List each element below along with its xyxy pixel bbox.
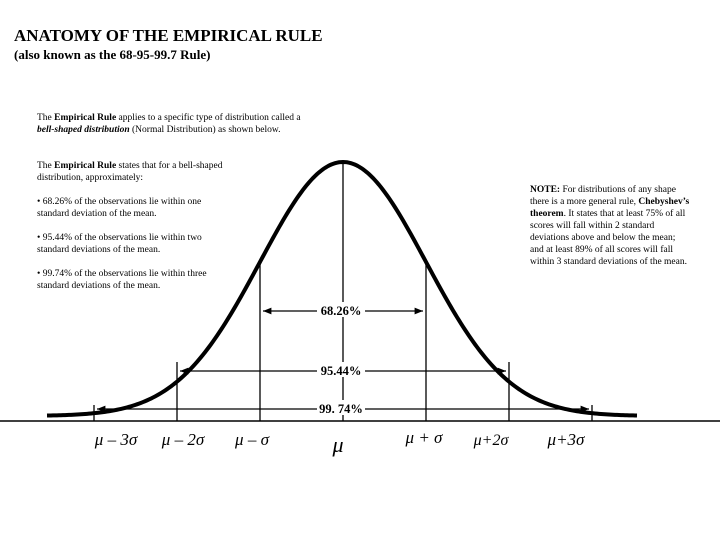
bullet-one-sd: • 68.26% of the observations lie within … <box>37 197 202 219</box>
intro-paragraph: The Empirical Rule applies to a specific… <box>37 113 301 135</box>
interval-label-bg <box>317 302 365 317</box>
axis-label-1: μ – 2σ <box>161 430 205 449</box>
rule-term: Empirical Rule <box>54 161 117 171</box>
interval-label-1sd: 68.26% <box>321 304 362 318</box>
interval-label-bg <box>317 400 365 415</box>
page-title: ANATOMY OF THE EMPIRICAL RULE <box>14 26 323 45</box>
axis-label-2: μ – σ <box>234 430 270 449</box>
interval-label-3sd: 99. 74% <box>319 402 363 416</box>
axis-label-0: μ – 3σ <box>94 430 138 449</box>
rule-statement: The Empirical Rule states that for a bel… <box>37 160 227 292</box>
page-subtitle: (also known as the 68-95-99.7 Rule) <box>14 47 211 62</box>
bullet-three-sd: • 99.74% of the observations lie within … <box>37 269 207 291</box>
interval-label-2sd: 95.44% <box>321 364 362 378</box>
intro-term: Empirical Rule <box>54 113 117 123</box>
note-label: NOTE: <box>530 185 561 195</box>
axis-label-5: μ+2σ <box>473 432 510 449</box>
axis-label-4: μ + σ <box>405 428 444 447</box>
axis-label-3: μ <box>331 432 343 457</box>
note-term: Chebyshev’s theorem <box>530 197 690 219</box>
axis-label-6: μ+3σ <box>547 430 586 449</box>
interval-label-bg <box>317 362 365 377</box>
intro-term2: bell-shaped distribution <box>37 125 130 135</box>
bell-curve <box>46 159 638 418</box>
chebyshev-note: NOTE: For distributions of any shape the… <box>530 185 690 267</box>
bullet-two-sd: • 95.44% of the observations lie within … <box>37 233 202 255</box>
